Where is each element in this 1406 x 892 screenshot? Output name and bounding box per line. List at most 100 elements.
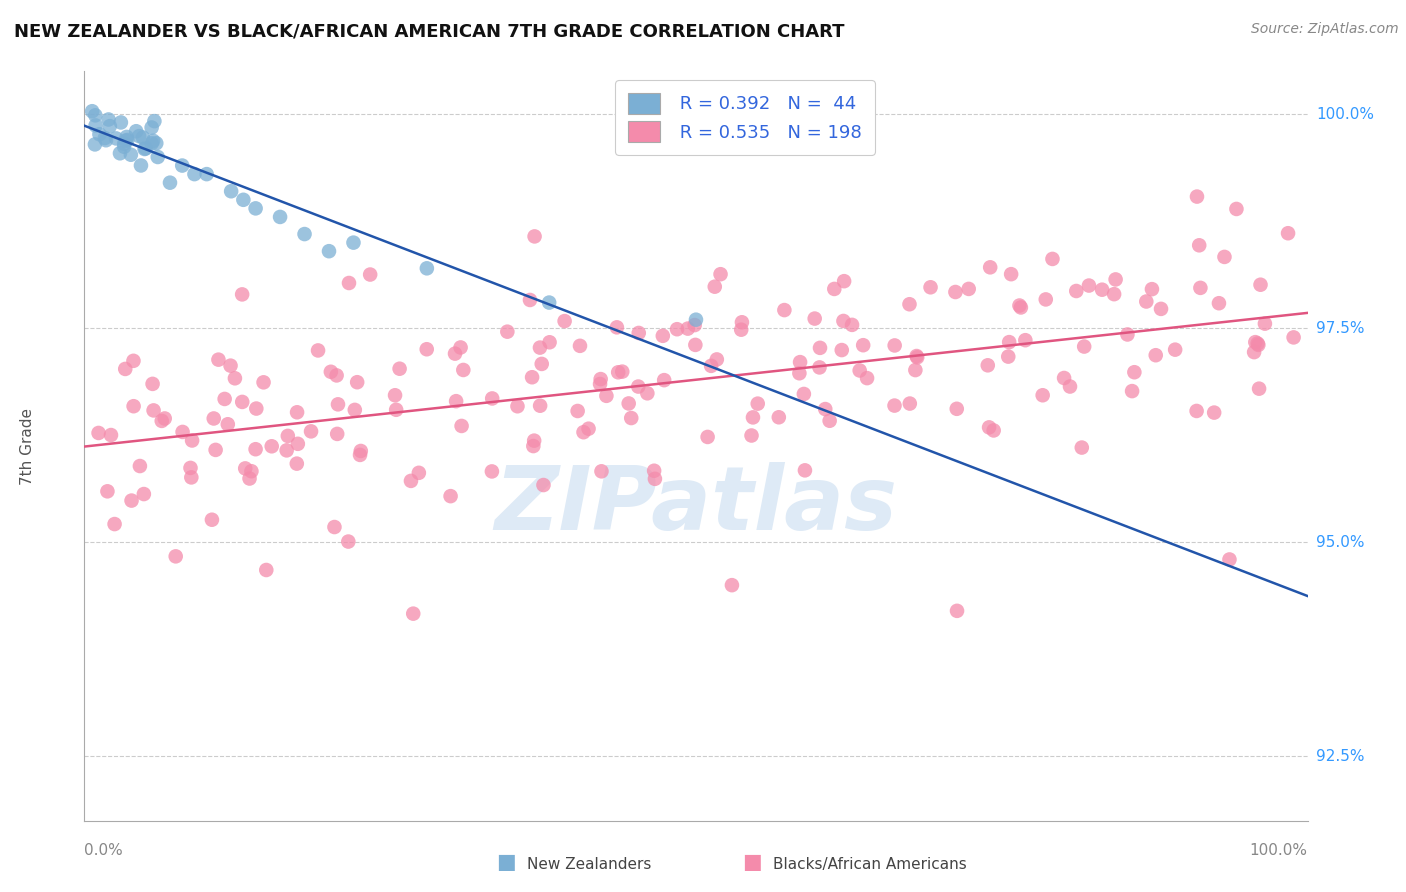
Point xyxy=(742,410,765,425)
Point xyxy=(1277,226,1299,240)
Point xyxy=(245,442,267,457)
Point xyxy=(1135,294,1157,309)
Point xyxy=(82,104,104,119)
Point xyxy=(617,396,640,410)
Point xyxy=(232,193,254,207)
Point xyxy=(607,365,630,379)
Point xyxy=(1010,301,1032,315)
Point xyxy=(522,439,544,453)
Point xyxy=(97,112,120,127)
Point xyxy=(231,287,253,301)
Point xyxy=(402,607,425,621)
Legend:  R = 0.392   N =  44,  R = 0.535   N = 198: R = 0.392 N = 44, R = 0.535 N = 198 xyxy=(614,80,875,154)
Point xyxy=(416,343,439,357)
Point xyxy=(904,363,927,377)
Point xyxy=(337,276,360,290)
Point xyxy=(700,359,723,373)
Point xyxy=(122,399,145,413)
Point xyxy=(326,397,349,411)
Point xyxy=(578,422,600,436)
Point xyxy=(114,362,136,376)
Text: New Zealanders: New Zealanders xyxy=(527,857,651,872)
Point xyxy=(977,359,1000,373)
Point xyxy=(1035,293,1057,307)
Point xyxy=(831,343,853,357)
Point xyxy=(260,439,283,453)
Point xyxy=(350,444,373,458)
Point xyxy=(112,136,135,151)
Point xyxy=(1042,252,1064,266)
Text: 100.0%: 100.0% xyxy=(1316,107,1374,121)
Point xyxy=(444,346,467,360)
Point xyxy=(1059,379,1081,393)
Point xyxy=(1140,282,1163,296)
Point xyxy=(450,341,472,355)
Point xyxy=(1150,301,1173,316)
Point xyxy=(1032,388,1054,402)
Point xyxy=(1243,345,1265,359)
Point xyxy=(977,420,1000,434)
Point xyxy=(110,115,132,129)
Point xyxy=(773,303,796,318)
Point xyxy=(572,425,595,440)
Point xyxy=(612,365,634,379)
Point xyxy=(538,335,561,350)
Point xyxy=(841,318,863,332)
Point xyxy=(651,328,673,343)
Point xyxy=(856,371,879,385)
Point xyxy=(307,343,329,358)
Point xyxy=(683,318,706,332)
Point xyxy=(115,130,138,145)
Point xyxy=(741,428,763,442)
Point xyxy=(1123,365,1146,379)
Point xyxy=(202,411,225,425)
Point xyxy=(998,335,1021,350)
Point xyxy=(444,394,467,409)
Point xyxy=(1121,384,1143,398)
Point xyxy=(87,425,110,440)
Point xyxy=(143,114,166,128)
Point xyxy=(408,466,430,480)
Point xyxy=(685,312,707,326)
Point xyxy=(883,399,905,413)
Text: 92.5%: 92.5% xyxy=(1316,749,1364,764)
Point xyxy=(595,389,617,403)
Point xyxy=(125,124,148,138)
Point xyxy=(245,401,267,416)
Point xyxy=(135,141,157,155)
Point xyxy=(946,604,969,618)
Point xyxy=(481,464,503,478)
Point xyxy=(142,403,165,417)
Point xyxy=(1188,238,1211,252)
Point xyxy=(114,134,136,148)
Point xyxy=(141,120,163,135)
Point xyxy=(666,322,689,336)
Point xyxy=(1014,333,1036,347)
Point xyxy=(1073,340,1095,354)
Point xyxy=(214,392,236,406)
Point xyxy=(146,150,169,164)
Point xyxy=(129,159,152,173)
Point xyxy=(789,366,811,380)
Point xyxy=(1225,202,1247,216)
Point xyxy=(183,167,205,181)
Point xyxy=(1164,343,1187,357)
Point xyxy=(703,279,725,293)
Point xyxy=(128,129,150,144)
Point xyxy=(898,396,921,410)
Point xyxy=(1208,296,1230,310)
Point xyxy=(145,136,167,151)
Point xyxy=(808,341,831,355)
Point xyxy=(1282,330,1305,344)
Text: 0.0%: 0.0% xyxy=(84,843,124,858)
Point xyxy=(1008,299,1031,313)
Point xyxy=(181,434,204,448)
Point xyxy=(153,411,176,425)
Point xyxy=(1218,552,1240,566)
Point xyxy=(1189,281,1212,295)
Point xyxy=(1247,338,1270,352)
Text: 95.0%: 95.0% xyxy=(1316,535,1364,549)
Point xyxy=(883,338,905,352)
Point xyxy=(129,458,152,473)
Point xyxy=(852,338,875,352)
